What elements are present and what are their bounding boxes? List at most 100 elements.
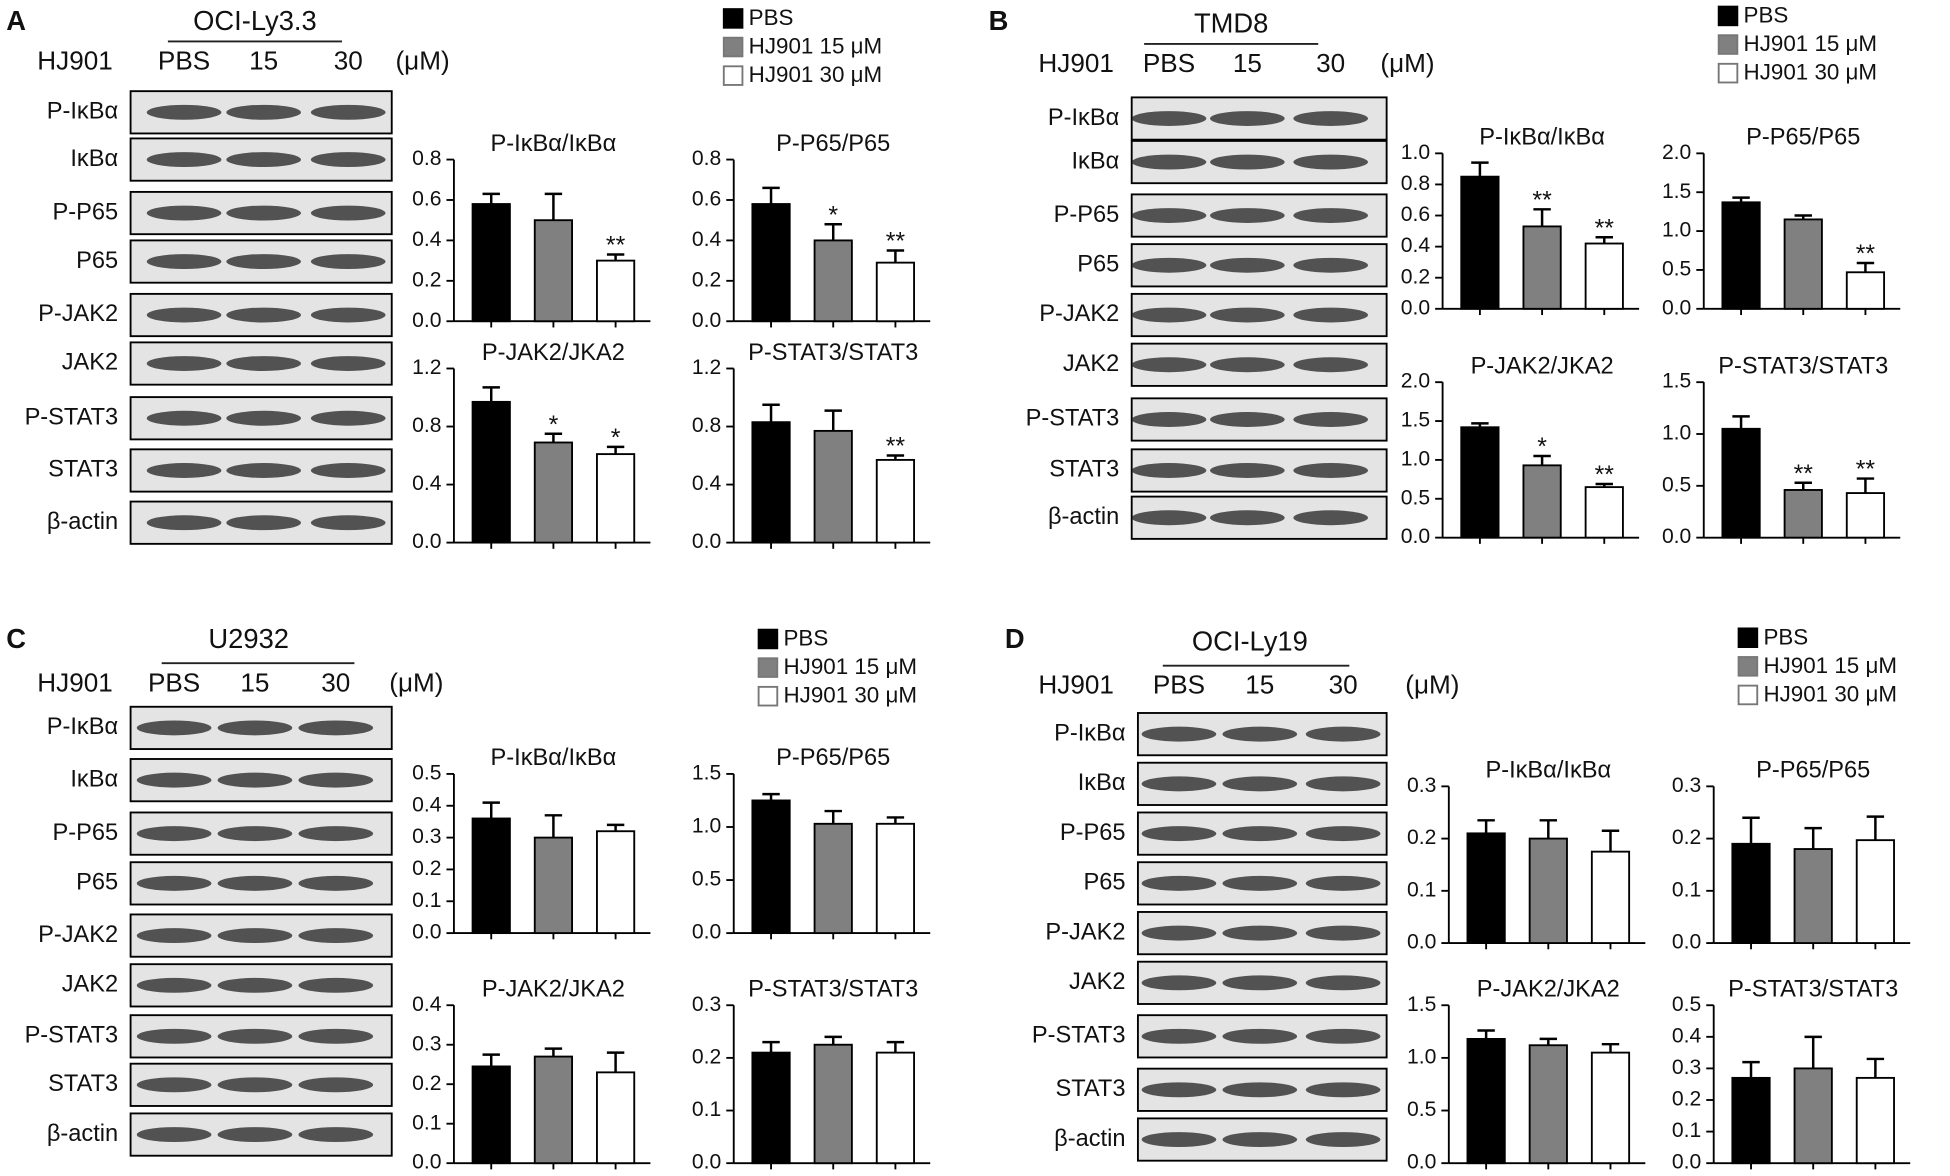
- y-tick-label: 0.8: [412, 414, 441, 437]
- y-tick-label: 1.5: [1407, 993, 1436, 1016]
- blot-band: [1222, 1082, 1298, 1098]
- legend-swatch: [757, 657, 779, 678]
- y-tick-label: 1.5: [1662, 370, 1691, 393]
- y-tick-label: 0.0: [412, 530, 441, 553]
- blot-band: [226, 152, 301, 168]
- y-tick-label: 0.0: [692, 530, 721, 553]
- blot-band: [136, 826, 212, 842]
- bar: [1522, 225, 1562, 310]
- blot-band: [1293, 208, 1368, 223]
- bar: [533, 836, 573, 935]
- significance: *: [611, 424, 621, 452]
- blot-label: STAT3: [48, 1071, 118, 1097]
- significance: **: [1595, 461, 1615, 489]
- lane-label: 15: [1233, 48, 1262, 78]
- y-tick-label: 0.5: [1401, 486, 1430, 509]
- lane-label: PBS: [1143, 48, 1195, 78]
- y-tick-label: 0.8: [692, 147, 721, 170]
- significance: *: [1537, 433, 1547, 461]
- y-tick-label: 0.4: [412, 228, 442, 251]
- legend-label: HJ901 15 μM: [749, 34, 883, 59]
- lane-label: PBS: [148, 667, 200, 697]
- bar: [813, 822, 853, 935]
- unit-label: (μM): [395, 45, 449, 75]
- chart-title: P-IκBα/IκBα: [491, 745, 617, 771]
- legend-label: PBS: [749, 5, 794, 30]
- blot-band: [1141, 776, 1217, 792]
- bar: [751, 799, 791, 935]
- blot-band: [1141, 726, 1217, 742]
- bar: [1460, 426, 1500, 539]
- cell-line: U2932: [208, 623, 289, 654]
- blot-band: [298, 875, 374, 891]
- unit-label: (μM): [389, 667, 443, 697]
- chart-title: P-P65/P65: [776, 131, 890, 157]
- legend-label: HJ901 30 μM: [1744, 60, 1878, 85]
- blot-band: [1141, 925, 1217, 941]
- y-tick-label: 0.0: [692, 309, 721, 332]
- bar: [533, 219, 573, 323]
- significance: *: [549, 411, 559, 439]
- blot-label: P65: [76, 248, 118, 274]
- y-tick-label: 0.8: [412, 147, 441, 170]
- blot-band: [1293, 463, 1368, 478]
- legend-swatch: [722, 8, 744, 29]
- bar: [1466, 1037, 1506, 1165]
- blot-band: [1222, 826, 1298, 842]
- y-tick-label: 0.3: [1672, 1056, 1701, 1079]
- y-tick-label: 0.6: [412, 188, 441, 211]
- bar: [533, 441, 573, 544]
- blot-label: P-JAK2: [1045, 919, 1125, 945]
- blot-band: [1210, 111, 1285, 126]
- chart-title: P-IκBα/IκBα: [1479, 125, 1605, 151]
- blot-label: P-JAK2: [38, 301, 118, 327]
- blot-band: [1293, 412, 1368, 427]
- blot-band: [217, 1127, 293, 1143]
- y-tick-label: 0.0: [1407, 931, 1436, 954]
- blot-band: [136, 1127, 212, 1143]
- bar: [875, 1051, 915, 1165]
- blot-label: IκBα: [1078, 770, 1126, 796]
- bar: [1590, 850, 1631, 944]
- y-tick-label: 0.0: [692, 1151, 721, 1174]
- blot-band: [146, 205, 222, 221]
- unit-label: (μM): [1380, 48, 1434, 78]
- blot-band: [146, 104, 222, 120]
- blot-band: [226, 356, 301, 371]
- blot-band: [1305, 826, 1381, 842]
- panel-letter: A: [6, 5, 26, 36]
- blot-label: P-STAT3: [25, 1023, 119, 1049]
- legend-label: HJ901 30 μM: [749, 62, 883, 87]
- blot-label: P-IκBα: [47, 99, 118, 125]
- y-tick-label: 0.1: [1672, 878, 1701, 901]
- legend-label: PBS: [1744, 2, 1789, 27]
- chart-title: P-JAK2/JKA2: [1471, 353, 1614, 379]
- y-tick-label: 0.0: [1662, 525, 1691, 548]
- blot-band: [1141, 1132, 1217, 1148]
- blot-band: [1131, 111, 1207, 126]
- y-tick-label: 0.0: [1672, 931, 1701, 954]
- blot-band: [1293, 307, 1368, 323]
- bar: [596, 259, 636, 323]
- blot-band: [1131, 357, 1207, 373]
- significance: **: [606, 232, 626, 260]
- blot-label: P-STAT3: [25, 404, 119, 430]
- chart-title: P-P65/P65: [776, 745, 890, 771]
- blot-band: [1305, 1082, 1381, 1098]
- blot-band: [1131, 257, 1207, 273]
- lane-label: PBS: [158, 45, 210, 75]
- blot-band: [1210, 154, 1285, 170]
- y-tick-label: 1.0: [692, 815, 721, 838]
- y-tick-label: 0.2: [692, 1045, 721, 1068]
- bar: [1584, 242, 1624, 310]
- legend-label: HJ901 30 μM: [783, 683, 917, 708]
- y-tick-label: 0.4: [1672, 1024, 1702, 1047]
- blot-band: [217, 1077, 293, 1093]
- bar: [1721, 201, 1761, 310]
- blot-band: [310, 356, 386, 371]
- bar: [875, 458, 915, 544]
- y-tick-label: 0.8: [692, 414, 721, 437]
- lane-label: 30: [321, 667, 350, 697]
- blot-band: [136, 928, 212, 944]
